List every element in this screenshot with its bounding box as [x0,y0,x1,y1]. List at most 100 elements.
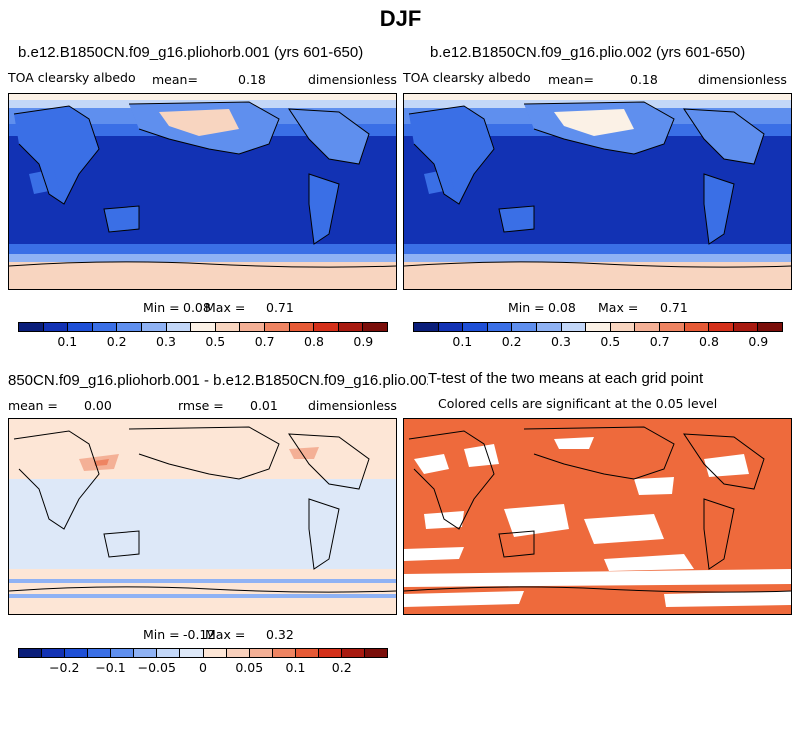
colorbar-swatch [295,649,319,657]
colorbar-tick-label: 0.5 [600,334,621,349]
panel1-max-label: Max = [205,300,246,315]
colorbar-swatch [92,323,118,331]
colorbar-swatch [264,323,290,331]
colorbar-swatch [203,649,227,657]
panel2-mean-value: 0.18 [630,72,658,87]
colorbar-tick-label: 0.2 [106,334,127,349]
panel4-map [403,418,792,615]
colorbar-swatch [487,323,513,331]
colorbar-tick-label: 0.3 [551,334,571,349]
colorbar-tick-label: 0.9 [748,334,769,349]
colorbar-swatch [272,649,296,657]
colorbar-tick-label: 0 [199,660,207,675]
panel2-colorbar [413,322,783,332]
colorbar-swatch [463,323,488,331]
colorbar-swatch [88,649,112,657]
colorbar-swatch [341,649,365,657]
panel3-colorbar [18,648,388,658]
panel3-max-value: 0.32 [266,627,294,642]
colorbar-swatch [414,323,439,331]
colorbar-swatch [610,323,636,331]
colorbar-swatch [709,323,734,331]
colorbar-swatch [318,649,342,657]
colorbar-swatch [166,323,192,331]
panel3-rmse-value: 0.01 [250,398,278,413]
colorbar-tick-label: 0.8 [699,334,719,349]
colorbar-tick-label: 0.7 [254,334,275,349]
colorbar-tick-label: 0.2 [331,660,352,675]
colorbar-swatch [659,323,685,331]
colorbar-swatch [43,323,69,331]
panel1-mean-value: 0.18 [238,72,266,87]
colorbar-swatch [438,323,464,331]
colorbar-tick-label: 0.3 [156,334,176,349]
panel2-colorbar-ticks: 0.1 0.2 0.3 0.5 0.7 0.8 0.9 [0,334,801,350]
colorbar-swatch [191,323,216,331]
colorbar-swatch [180,649,204,657]
colorbar-tick-label: 0.9 [353,334,374,349]
panel3-colorbar-ticks: −0.2 −0.1 −0.05 0 0.05 0.1 0.2 [0,660,400,676]
panel3-map-svg [9,419,396,614]
colorbar-tick-label: 0.5 [205,334,226,349]
colorbar-swatch [19,323,44,331]
colorbar-swatch [338,323,364,331]
colorbar-tick-label: −0.05 [137,660,176,675]
panel2-min-label: Min = [508,300,545,315]
panel1-max-value: 0.71 [266,300,294,315]
panel2-map-svg [404,94,791,289]
colorbar-tick-label: 0.8 [304,334,324,349]
panel1-colorbar-ticks: 0.1 0.2 0.3 0.5 0.7 0.8 0.9 [0,334,400,350]
panel1-mean-label: mean= [152,72,198,87]
colorbar-swatch [684,323,710,331]
panel1-colorbar [18,322,388,332]
panel3-max-label: Max = [205,627,246,642]
colorbar-swatch [314,323,339,331]
colorbar-swatch [111,649,135,657]
colorbar-swatch [512,323,537,331]
colorbar-swatch [733,323,759,331]
colorbar-swatch [157,649,181,657]
panel2-max-label: Max = [598,300,639,315]
panel2-title: b.e12.B1850CN.f09_g16.plio.002 (yrs 601-… [430,44,746,61]
panel2-min-value: 0.08 [548,300,576,315]
panel1-map [8,93,397,290]
panel3-title: 850CN.f09_g16.pliohorb.001 - b.e12.B1850… [8,372,428,389]
colorbar-swatch [363,323,387,331]
colorbar-swatch [536,323,562,331]
colorbar-swatch [226,649,250,657]
panel4-title: T-test of the two means at each grid poi… [428,370,704,387]
colorbar-swatch [65,649,89,657]
panel2-variable-label: TOA clearsky albedo [403,70,531,85]
panel2-map [403,93,792,290]
colorbar-tick-label: 0.1 [285,660,306,675]
colorbar-swatch [240,323,265,331]
panel2-mean-label: mean= [548,72,594,87]
colorbar-swatch [758,323,782,331]
panel3-map [8,418,397,615]
panel1-variable-label: TOA clearsky albedo [8,70,136,85]
panel2-max-value: 0.71 [660,300,688,315]
colorbar-tick-label: −0.2 [49,660,80,675]
panel4-subtitle: Colored cells are significant at the 0.0… [438,396,718,411]
panel1-min-label: Min = [143,300,180,315]
colorbar-swatch [134,649,158,657]
colorbar-swatch [215,323,241,331]
panel1-title: b.e12.B1850CN.f09_g16.pliohorb.001 (yrs … [18,44,364,61]
colorbar-swatch [19,649,43,657]
panel1-map-svg [9,94,396,289]
figure-title: DJF [379,6,422,31]
colorbar-swatch [42,649,66,657]
colorbar-tick-label: 0.1 [452,334,473,349]
panel3-mean-label: mean = [8,398,58,413]
colorbar-tick-label: 0.7 [649,334,670,349]
panel3-units: dimensionless [308,398,397,413]
panel2-units: dimensionless [698,72,787,87]
colorbar-swatch [141,323,167,331]
colorbar-swatch [635,323,660,331]
colorbar-tick-label: 0.2 [501,334,522,349]
panel3-rmse-label: rmse = [178,398,224,413]
colorbar-tick-label: 0.05 [235,660,264,675]
colorbar-swatch [68,323,93,331]
panel3-min-label: Min = [143,627,180,642]
colorbar-swatch [586,323,611,331]
